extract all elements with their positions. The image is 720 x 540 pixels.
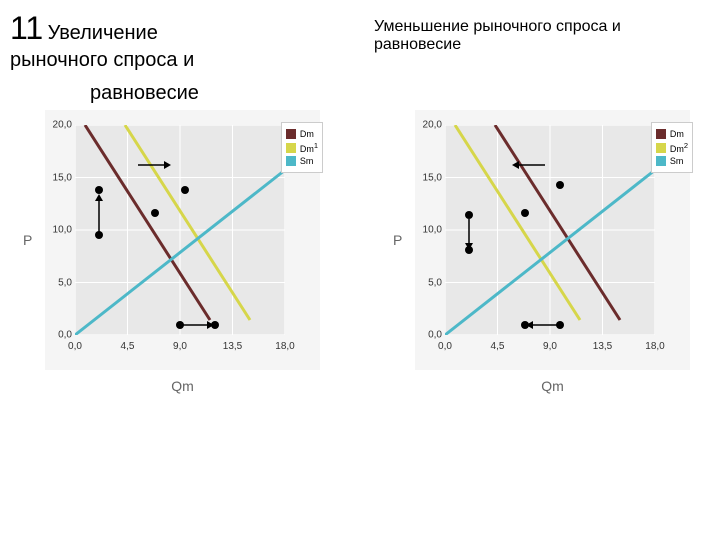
equilibrium-label: равновесие [90,82,710,105]
chart-1-area: P DmDm1Sm 20,015,010,05,00,00,04,59,013,… [45,110,320,370]
chart-2-plot [445,125,655,335]
x-axis-label-1: Qm [45,378,320,394]
title-right: Уменьшение рыночного спроса и равновесие [374,10,710,54]
x-tick: 0,0 [68,341,82,352]
chart-2: P Dm Dm2 Sm 20,0 15,0 10,0 5,0 0,00,0 4,5 9,0 13,… [380,110,690,394]
x-tick: 13,5 [223,341,242,352]
legend-item: Dm [656,129,688,139]
x-tick: 4,5 [491,341,505,352]
legend-label: Sm [300,156,314,166]
legend-item: Sm [286,156,318,166]
y-tick: 20,0 [417,120,442,131]
chart-2-area: P DmDm2Sm 20,015,010,05,00,00,04,59,013,… [415,110,690,370]
x-tick: 18,0 [645,341,664,352]
title-right-text: Уменьшение рыночного спроса и равновесие [374,18,621,53]
x-tick: 9,0 [173,341,187,352]
chart-2-legend: Dm Dm2 Sm [651,122,693,173]
y-tick: 15,0 [47,172,72,183]
y-tick: 10,0 [47,225,72,236]
title-left: 11 Увеличение рыночного спроса и [10,10,360,72]
chart-1-svg [75,125,285,335]
legend-item: Sm [656,156,688,166]
y-tick: 0,0 [47,330,72,341]
legend-label: Sm [670,156,684,166]
x-axis-label-2: Qm [415,378,690,394]
x-tick: 13,5 [593,341,612,352]
slide-number: 11 [10,10,43,46]
y-axis-label: P [23,232,32,248]
legend-label: Dm2 [670,141,688,154]
y-tick: 5,0 [47,277,72,288]
legend-label: Dm [300,129,314,139]
x-tick: 4,5 [121,341,135,352]
chart-1-legend: Dm Dm1 Sm [281,122,323,173]
title-part-1: Увеличение [48,22,158,44]
chart-2-svg [445,125,655,335]
chart-1-plot [75,125,285,335]
y-tick: 20,0 [47,120,72,131]
chart-1: P Dm Dm1 Sm 20,0 15,0 10,0 5,0 0,00,0 4,5 9,0 13,… [10,110,320,394]
charts-row: P DmDm1Sm 20,015,010,05,00,00,04,59,013,… [10,110,710,394]
legend-item: Dm [286,129,318,139]
legend-label: Dm1 [300,141,318,154]
y-axis-label-2: P [393,232,402,248]
y-tick: 5,0 [417,277,442,288]
legend-label: Dm [670,129,684,139]
legend-item: Dm2 [656,141,688,154]
y-tick: 10,0 [417,225,442,236]
x-tick: 18,0 [275,341,294,352]
y-tick: 15,0 [417,172,442,183]
title-part-2: рыночного спроса и [10,49,360,72]
x-tick: 0,0 [438,341,452,352]
x-tick: 9,0 [543,341,557,352]
legend-item: Dm1 [286,141,318,154]
header-row: 11 Увеличение рыночного спроса и Уменьше… [10,10,710,72]
y-tick: 0,0 [417,330,442,341]
